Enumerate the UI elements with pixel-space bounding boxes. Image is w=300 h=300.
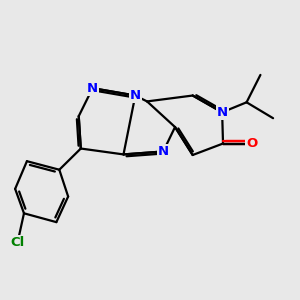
Text: N: N: [158, 145, 169, 158]
Text: N: N: [87, 82, 98, 95]
Text: N: N: [130, 89, 141, 102]
Text: Cl: Cl: [11, 236, 25, 249]
Text: O: O: [246, 137, 257, 150]
Text: N: N: [217, 106, 228, 119]
